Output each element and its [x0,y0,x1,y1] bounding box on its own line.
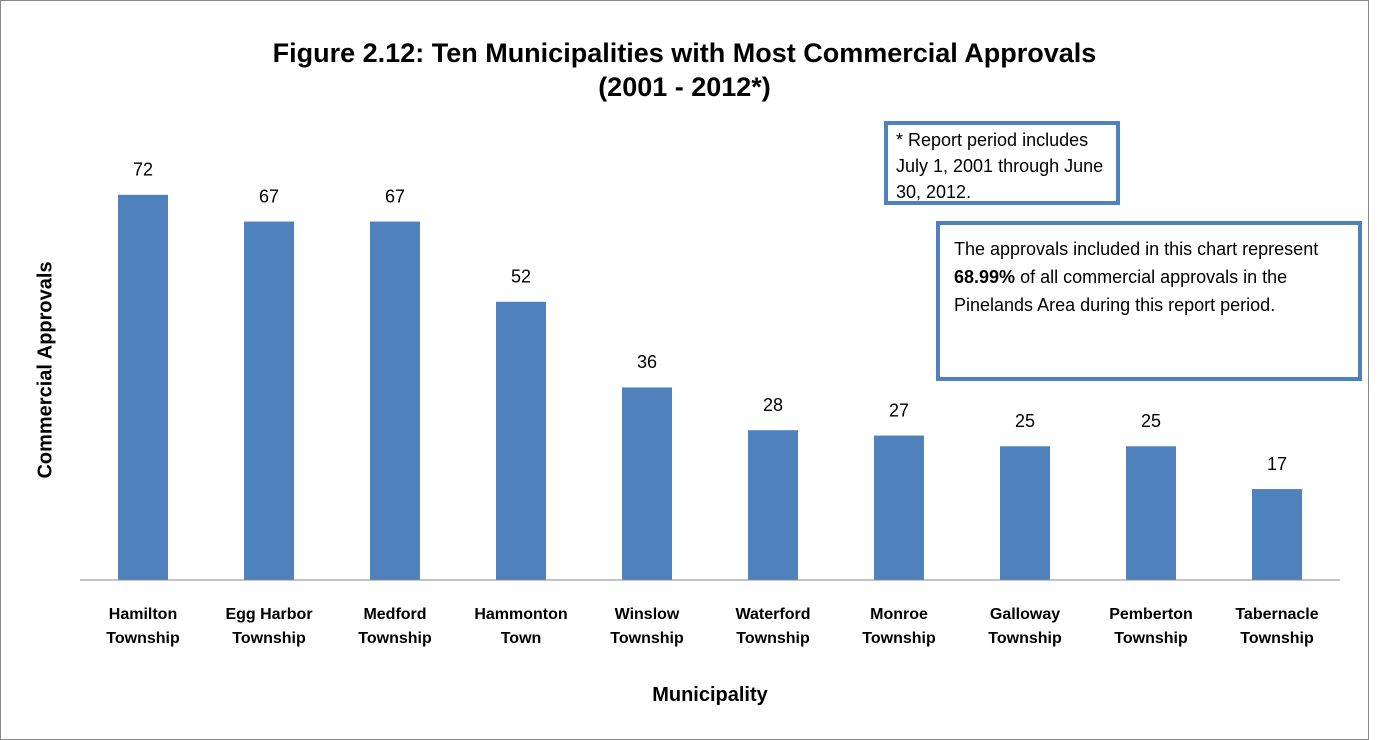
chart-title: (2001 - 2012*) [598,72,771,102]
data-label: 25 [1141,411,1161,431]
bar [1126,446,1176,580]
x-tick-label: Winslow Township [610,606,684,647]
x-tick-label: Pemberton Township [1109,606,1193,647]
x-tick-label: Medford Township [358,606,432,647]
data-label: 36 [637,352,657,372]
data-label: 25 [1015,411,1035,431]
data-label: 67 [385,186,405,206]
bar [1000,446,1050,580]
note: The approvals included in this chart rep… [954,239,1319,259]
data-label: 17 [1267,454,1287,474]
x-axis-title: Municipality [652,684,768,706]
bar [370,221,420,581]
data-label: 28 [763,395,783,415]
x-tick-label: Egg Harbor Township [225,606,313,647]
bar [874,435,924,580]
x-tick-label: Tabernacle Township [1235,606,1319,647]
bar [496,301,546,580]
bar [1252,489,1302,580]
data-label: 67 [259,186,279,206]
data-label: 72 [133,160,153,180]
y-axis-title: Commercial Approvals [34,261,56,478]
bar [244,221,294,581]
x-tick-label: Galloway Township [988,606,1062,647]
note: * Report period includes July 1, 2001 th… [896,130,1104,202]
note-box: The approvals included in this chart rep… [936,221,1362,381]
bar [622,387,672,580]
x-tick-label: Hamilton Township [106,606,180,647]
chart-title: Figure 2.12: Ten Municipalities with Mos… [272,38,1097,68]
x-tick-label: Hammonton Town [474,606,568,647]
note: of all commercial approvals in the Pinel… [954,267,1288,315]
bar [118,194,168,581]
bar [748,430,798,580]
note-highlight: 68.99% [954,267,1016,287]
x-tick-label: Monroe Township [862,606,936,647]
x-tick-label: Waterford Township [735,606,811,647]
note-box: * Report period includes July 1, 2001 th… [884,121,1120,205]
data-label: 27 [889,400,909,420]
data-label: 52 [511,267,531,287]
